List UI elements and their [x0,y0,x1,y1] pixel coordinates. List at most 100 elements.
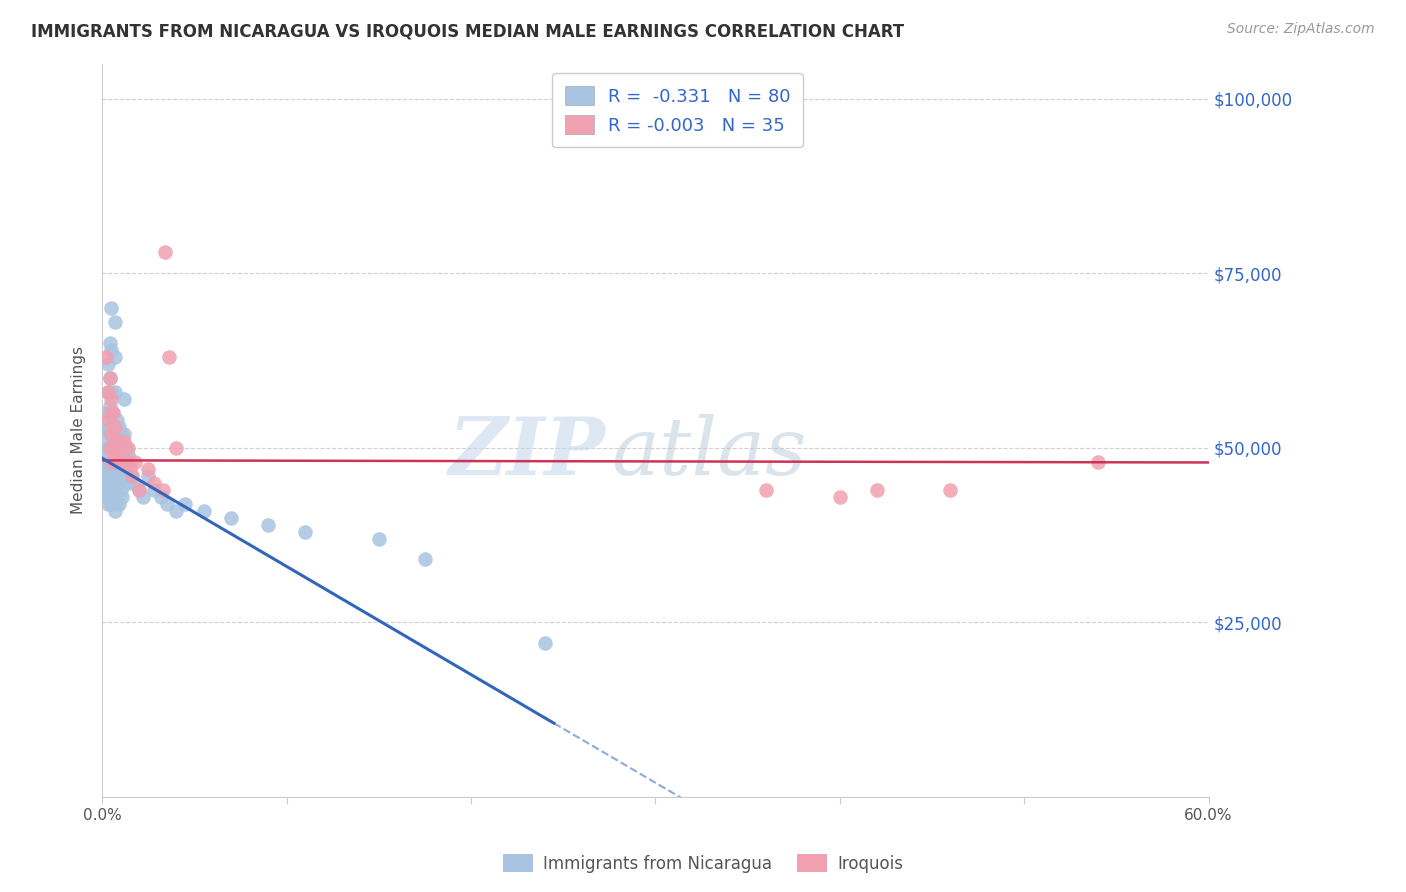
Point [157,350,180,364]
Point [97,357,120,371]
Point [111,434,134,448]
Point [193,503,215,517]
Point [105,434,128,448]
Point [294,524,316,539]
Point [121,468,143,483]
Point [105,497,128,511]
Point [98,399,121,413]
Point [115,441,138,455]
Point [367,532,389,546]
Point [98,336,121,351]
Point [94,490,117,504]
Point [1087,455,1109,469]
Point [413,552,436,566]
Point [97,483,120,497]
Point [104,420,127,434]
Point [112,455,135,469]
Point [755,483,778,497]
Point [100,455,122,469]
Point [118,455,141,469]
Text: atlas: atlas [612,414,807,491]
Point [97,413,120,427]
Legend: Immigrants from Nicaragua, Iroquois: Immigrants from Nicaragua, Iroquois [496,847,910,880]
Point [112,426,135,441]
Point [866,483,889,497]
Point [112,392,135,406]
Point [94,461,117,475]
Point [98,371,121,385]
Point [110,455,132,469]
Point [98,426,121,441]
Point [104,483,127,497]
Point [104,455,127,469]
Point [108,448,131,462]
Point [103,475,125,490]
Point [118,461,141,475]
Legend: R =  -0.331   N = 80, R = -0.003   N = 35: R = -0.331 N = 80, R = -0.003 N = 35 [553,73,803,147]
Point [110,483,132,497]
Point [115,468,138,483]
Point [108,441,131,455]
Point [105,468,128,483]
Point [115,455,138,469]
Point [100,420,122,434]
Point [93,483,115,497]
Point [939,483,962,497]
Point [165,503,187,517]
Point [97,461,120,475]
Point [100,497,122,511]
Point [98,490,121,504]
Point [103,406,125,420]
Point [828,490,851,504]
Point [93,468,115,483]
Point [100,448,122,462]
Point [110,455,132,469]
Point [97,384,120,399]
Point [142,483,165,497]
Point [104,384,127,399]
Point [98,371,121,385]
Point [150,490,173,504]
Point [103,406,125,420]
Point [153,245,176,260]
Point [124,455,146,469]
Point [105,455,128,469]
Point [104,503,127,517]
Point [100,426,122,441]
Point [117,441,139,455]
Point [108,420,131,434]
Point [100,343,122,358]
Point [100,384,122,399]
Point [100,301,122,316]
Point [98,406,121,420]
Point [104,315,127,329]
Point [103,455,125,469]
Point [93,426,115,441]
Point [97,441,120,455]
Text: Source: ZipAtlas.com: Source: ZipAtlas.com [1227,22,1375,37]
Point [122,475,145,490]
Point [104,426,127,441]
Text: IMMIGRANTS FROM NICARAGUA VS IROQUOIS MEDIAN MALE EARNINGS CORRELATION CHART: IMMIGRANTS FROM NICARAGUA VS IROQUOIS ME… [31,22,904,40]
Point [105,441,128,455]
Point [108,497,131,511]
Point [104,350,127,364]
Point [128,483,150,497]
Point [94,441,117,455]
Point [142,475,165,490]
Point [97,384,120,399]
Point [98,468,121,483]
Point [221,510,243,524]
Point [100,392,122,406]
Point [111,490,134,504]
Point [533,636,555,650]
Point [152,483,174,497]
Point [132,490,155,504]
Point [94,406,117,420]
Point [128,483,150,497]
Point [174,497,197,511]
Point [103,434,125,448]
Point [93,455,115,469]
Point [136,461,159,475]
Point [97,497,120,511]
